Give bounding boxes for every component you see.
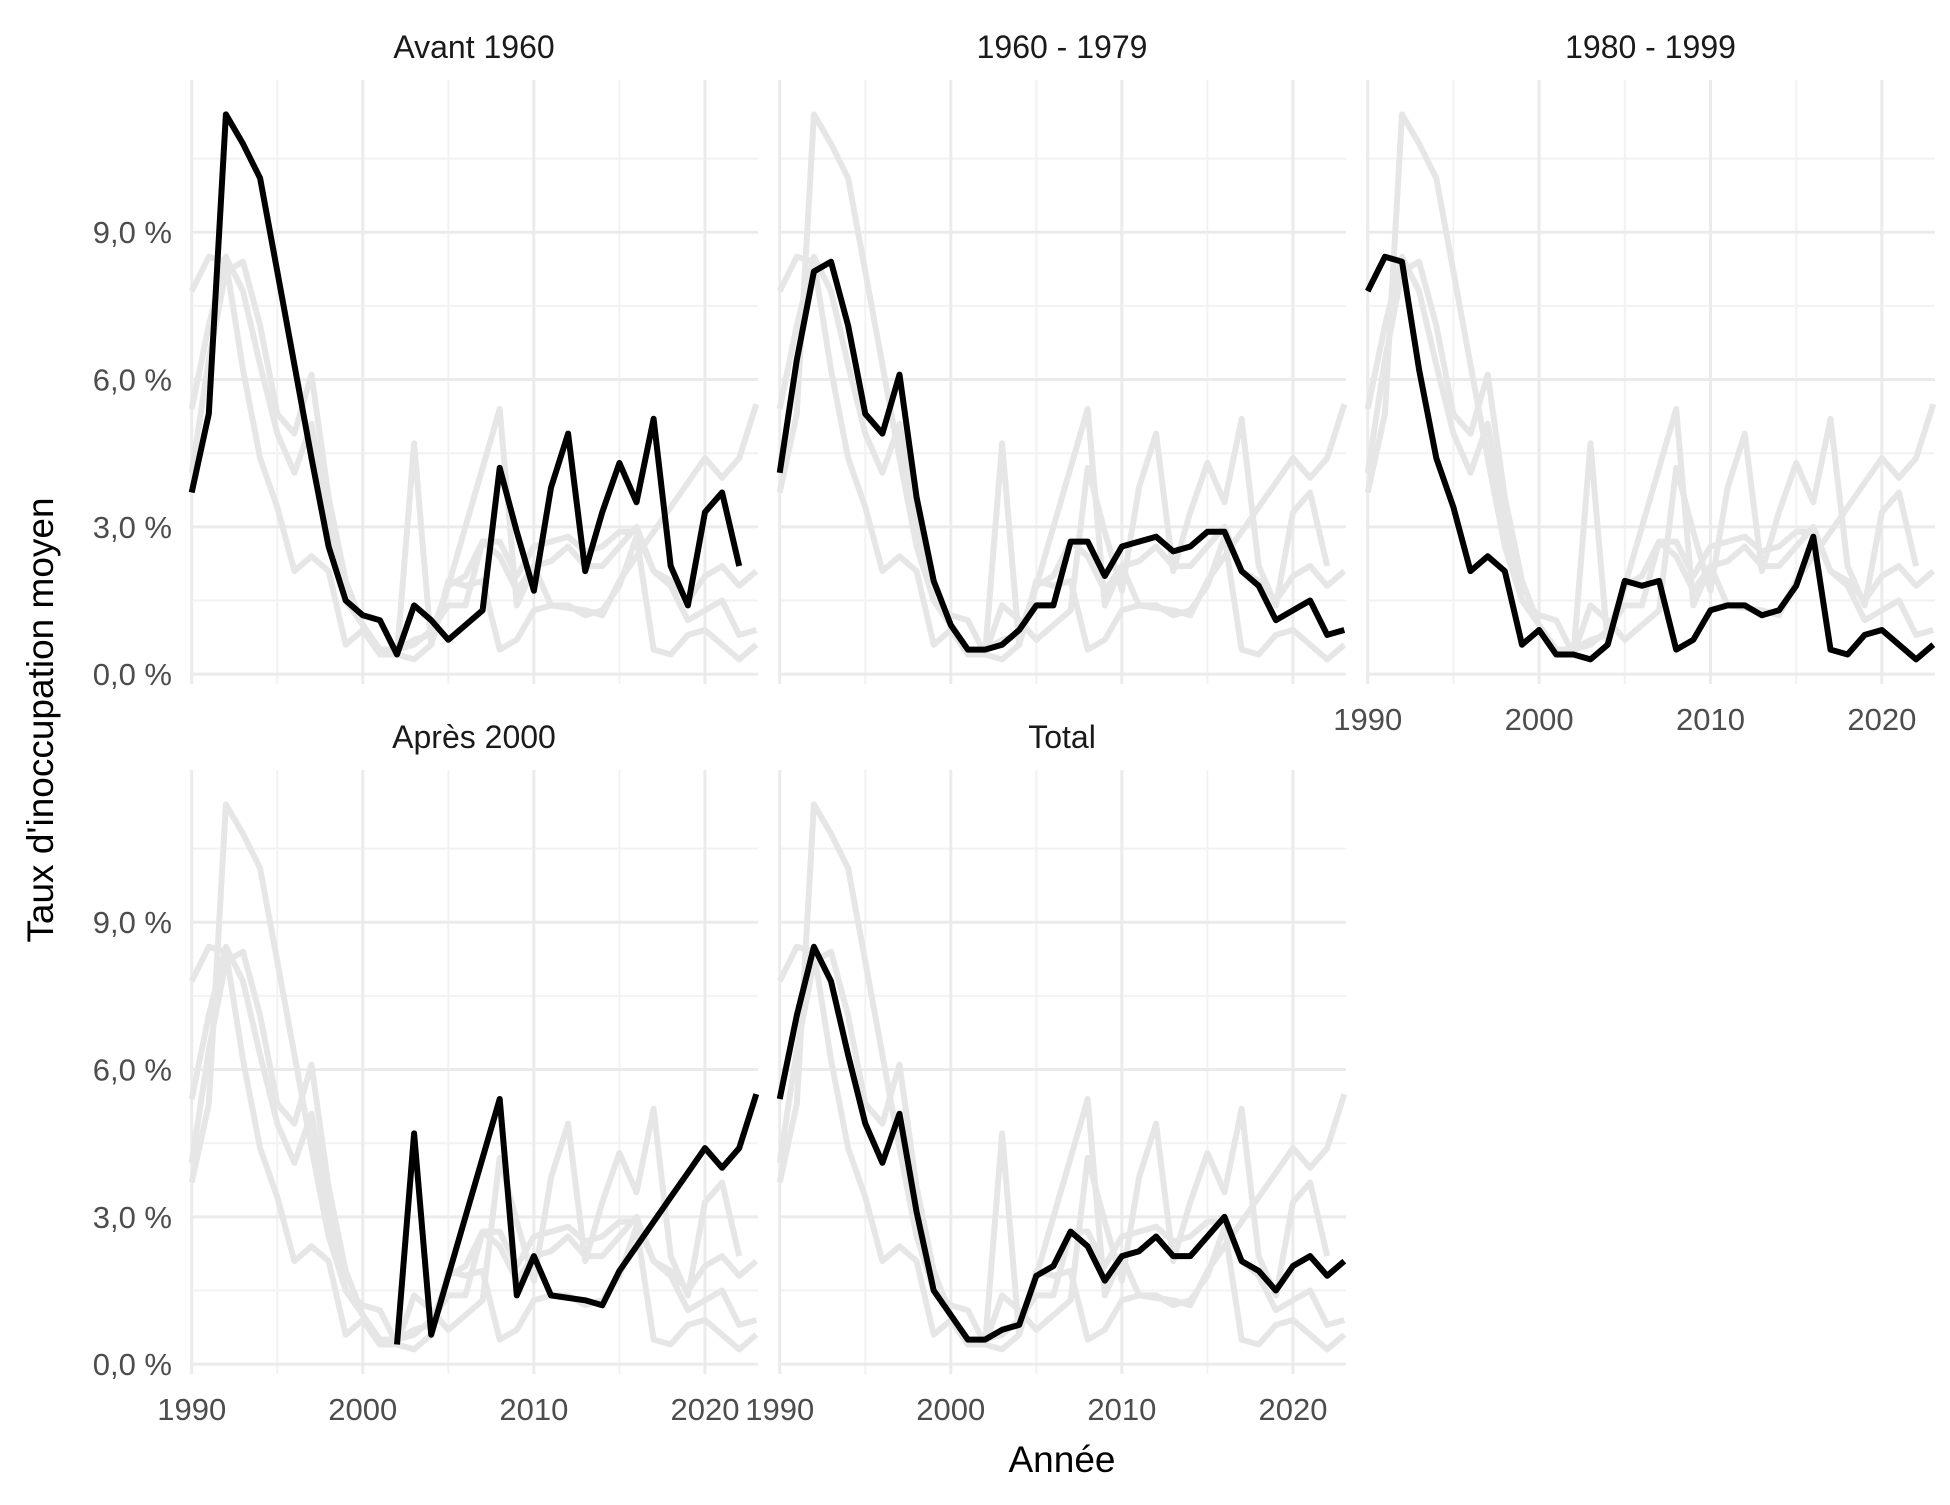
background-series-line [776,111,1331,658]
facet-title: Avant 1960 [393,29,554,65]
highlight-series-line [776,943,1347,1343]
x-tick-label: 2010 [499,1392,568,1427]
x-tick-label: 2000 [328,1392,397,1427]
background-series-line [189,253,759,663]
panels-layer: Avant 1960 0,0 % 3,0 % 6,0 % 9,0 % 1960 - 197… [93,29,1937,1427]
background-series-line [188,943,759,1343]
facet-title: 1980 - 1999 [1565,29,1736,65]
x-tick-label: 2000 [916,1392,985,1427]
facet-panel: 1960 - 1979 [776,29,1348,684]
x-tick-label: 2020 [1847,702,1916,737]
background-series-line [1364,253,1936,653]
background-series-line [982,1093,1348,1345]
y-axis-title: Taux d'inoccupation moyen [20,497,61,942]
y-tick-label: 9,0 % [93,215,172,250]
background-series-line [776,801,1331,1348]
x-tick-label: 2010 [1087,1392,1156,1427]
background-series-line [777,943,1347,1353]
y-tick-label: 0,0 % [93,1347,172,1382]
facet-panel: Après 2000 0,0 % 3,0 % 6,0 % 9,0 % 1990 2000 20… [93,719,760,1427]
y-tick-label: 9,0 % [93,905,172,940]
facet-title: 1960 - 1979 [977,29,1148,65]
highlight-series-line [776,258,1346,653]
facet-panel: Avant 1960 0,0 % 3,0 % 6,0 % 9,0 % [93,29,760,692]
x-tick-label: 1990 [1333,702,1402,737]
facet-panel: 1980 - 1999 1990 2000 2010 2020 [1333,29,1937,737]
facet-title: Après 2000 [392,719,556,755]
y-tick-label: 3,0 % [93,1200,172,1235]
facet-title: Total [1028,719,1096,755]
highlight-series-line [1365,253,1936,663]
background-series-line [982,403,1348,655]
highlight-series-line [394,1093,760,1345]
background-series-line [188,801,743,1348]
x-axis-title: Année [1009,1439,1116,1480]
background-series-line [189,943,759,1353]
y-tick-label: 6,0 % [93,363,172,398]
y-tick-label: 3,0 % [93,510,172,545]
x-tick-label: 1990 [745,1392,814,1427]
x-tick-label: 2000 [1505,702,1574,737]
background-series-line [188,253,759,653]
highlight-series-line [188,111,743,658]
x-tick-label: 2020 [670,1392,739,1427]
x-tick-label: 1990 [157,1392,226,1427]
background-series-line [1364,111,1920,658]
x-tick-label: 2010 [1676,702,1745,737]
background-series-line [394,403,760,655]
facet-panel: Total 1990 2000 2010 2020 [745,719,1348,1427]
x-tick-label: 2020 [1258,1392,1327,1427]
y-tick-label: 6,0 % [93,1053,172,1088]
y-tick-label: 0,0 % [93,657,172,692]
